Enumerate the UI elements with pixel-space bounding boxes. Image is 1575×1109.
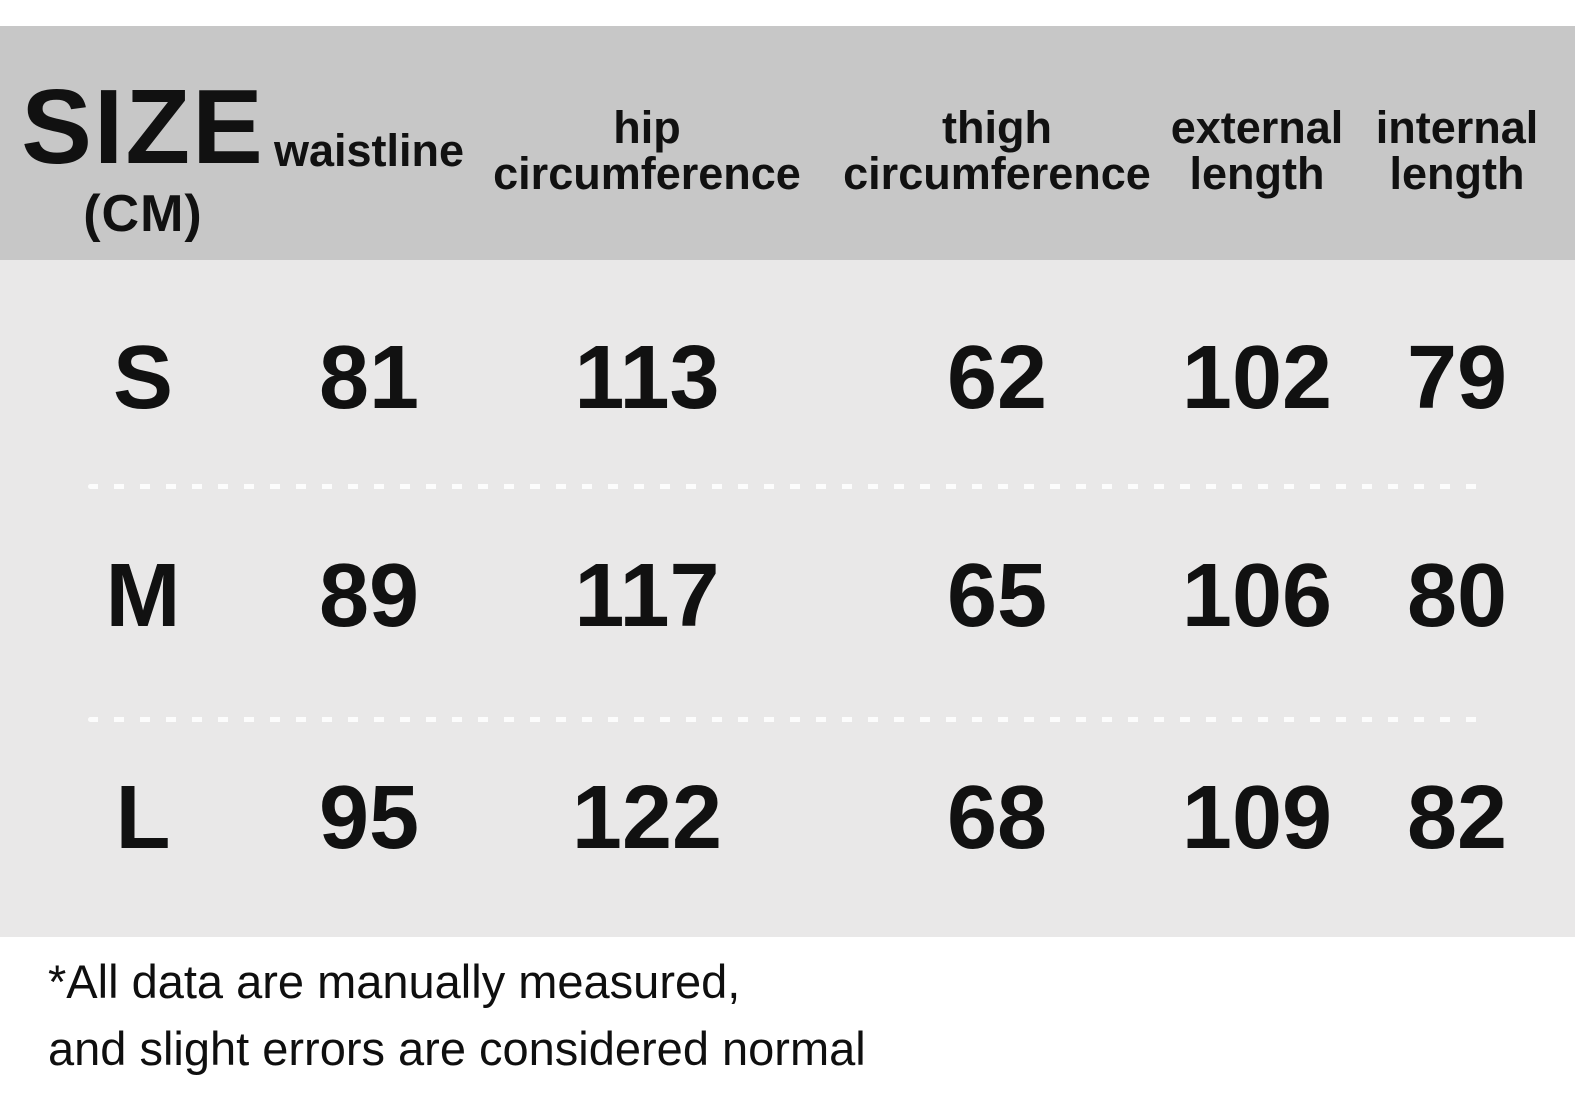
- col-header-line: circumference: [493, 148, 801, 199]
- measurement-disclaimer: *All data are manually measured, and sli…: [48, 948, 866, 1082]
- col-header-line: internal: [1375, 102, 1539, 153]
- col-header-thigh-circumference: thigh circumference: [842, 34, 1152, 268]
- cell-waistline: 95: [318, 768, 420, 868]
- dotted-separator: [88, 484, 1485, 489]
- row-size-label: S: [112, 328, 174, 428]
- row-size-label: L: [115, 768, 171, 868]
- size-title-cell: SIZE (CM): [0, 26, 286, 260]
- dotted-separator: [88, 717, 1485, 722]
- col-header-line: hip: [613, 102, 681, 153]
- disclaimer-line-1: *All data are manually measured,: [48, 955, 741, 1008]
- col-header-line: circumference: [843, 148, 1151, 199]
- size-title-block: SIZE (CM): [21, 74, 265, 240]
- cell-external-length: 109: [1181, 768, 1333, 868]
- cell-internal-length: 80: [1406, 546, 1508, 646]
- col-header-internal-length: internal length: [1362, 34, 1552, 268]
- size-title: SIZE: [21, 68, 265, 186]
- header-band: [0, 26, 1575, 260]
- cell-thigh-circumference: 68: [946, 768, 1048, 868]
- cell-internal-length: 79: [1406, 328, 1508, 428]
- cell-internal-length: 82: [1406, 768, 1508, 868]
- cell-external-length: 102: [1181, 328, 1333, 428]
- cell-thigh-circumference: 62: [946, 328, 1048, 428]
- row-size-label: M: [105, 546, 181, 646]
- cell-waistline: 81: [318, 328, 420, 428]
- col-header-line: external: [1170, 102, 1344, 153]
- size-unit-label: (CM): [83, 185, 203, 243]
- col-header-line: length: [1389, 148, 1525, 199]
- table-row-l: L 95 122 68 109 82: [0, 773, 1552, 863]
- table-row-m: M 89 117 65 106 80: [0, 551, 1552, 641]
- cell-external-length: 106: [1181, 546, 1333, 646]
- col-header-label: waistline: [273, 125, 465, 176]
- cell-thigh-circumference: 65: [946, 546, 1048, 646]
- header-row: SIZE (CM) waistline hip circumference th…: [0, 26, 1552, 260]
- table-row-s: S 81 113 62 102 79: [0, 333, 1552, 423]
- col-header-external-length: external length: [1152, 34, 1362, 268]
- col-header-line: thigh: [942, 102, 1052, 153]
- cell-hip-circumference: 117: [574, 546, 720, 646]
- cell-hip-circumference: 113: [574, 328, 720, 428]
- col-header-hip-circumference: hip circumference: [452, 34, 842, 268]
- col-header-line: length: [1189, 148, 1325, 199]
- cell-hip-circumference: 122: [571, 768, 723, 868]
- table-body-band: [0, 260, 1575, 937]
- disclaimer-line-2: and slight errors are considered normal: [48, 1022, 866, 1075]
- col-header-waistline: waistline: [274, 34, 464, 268]
- cell-waistline: 89: [318, 546, 420, 646]
